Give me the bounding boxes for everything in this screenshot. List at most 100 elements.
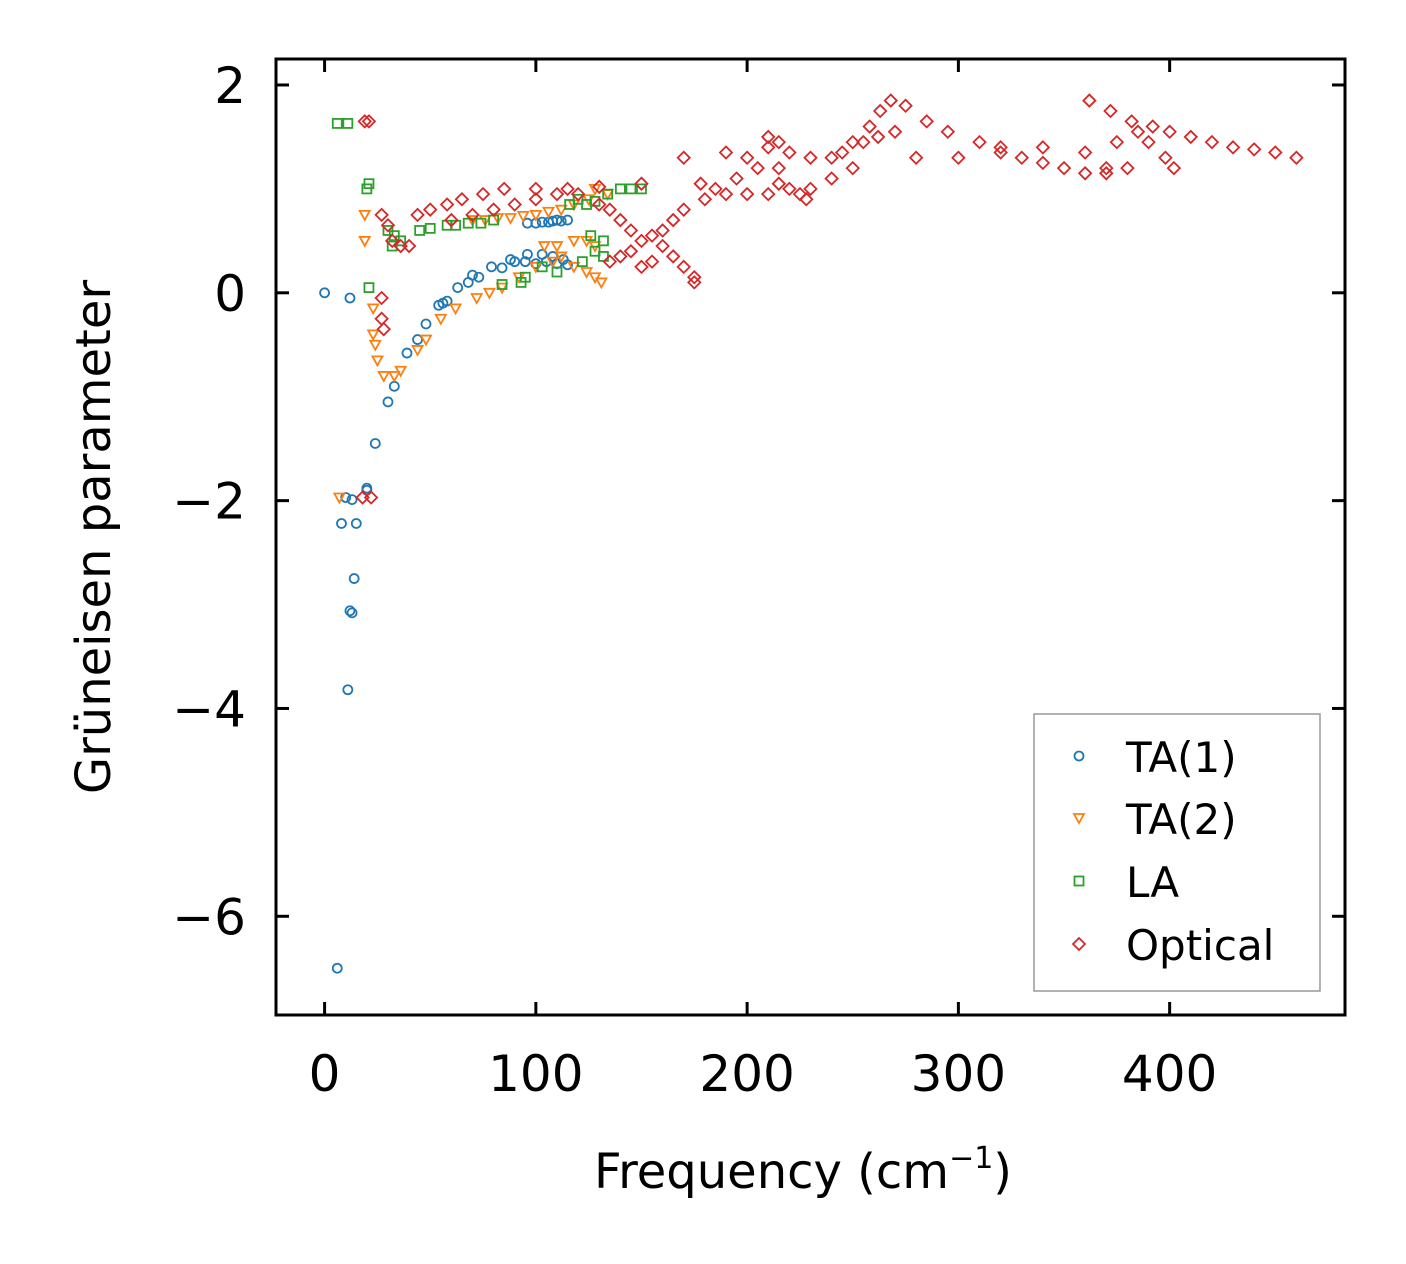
data-point: [536, 261, 548, 273]
data-point: [374, 207, 389, 223]
data-point: [467, 269, 478, 281]
data-point: [470, 293, 484, 305]
data-point: [1035, 140, 1051, 155]
legend-marker-la: [1073, 875, 1085, 887]
data-point: [368, 339, 382, 352]
data-point: [1014, 150, 1030, 165]
data-point: [598, 235, 609, 247]
data-point: [475, 217, 487, 229]
data-point: [1289, 150, 1304, 165]
data-point: [516, 211, 530, 223]
data-point: [613, 249, 628, 264]
data-point: [594, 277, 608, 290]
data-point: [1077, 166, 1093, 181]
data-point: [883, 93, 899, 108]
legend: TA(1) TA(2) LA Optical: [1033, 713, 1321, 992]
data-point: [1162, 124, 1177, 140]
data-point: [346, 494, 358, 505]
data-point: [634, 233, 649, 249]
x-axis-label: Frequency (cm−1): [594, 1141, 1012, 1200]
data-point: [1268, 145, 1283, 160]
data-point: [1166, 160, 1182, 176]
data-point: [496, 279, 508, 290]
data-point: [411, 345, 425, 357]
y-tick-label: 0: [214, 265, 246, 323]
data-point: [591, 179, 607, 195]
data-point: [486, 202, 501, 217]
data-point: [824, 150, 839, 165]
data-point: [1183, 129, 1199, 145]
data-point: [708, 181, 723, 197]
data-point: [542, 206, 556, 219]
data-point: [1145, 119, 1161, 134]
data-point: [496, 262, 508, 274]
data-point: [602, 202, 618, 217]
data-point: [486, 261, 497, 273]
data-point: [551, 266, 563, 278]
data-point: [424, 222, 436, 234]
x-tick-label: 400: [1122, 1045, 1217, 1103]
data-point: [529, 209, 543, 222]
data-point: [919, 114, 934, 129]
data-point: [382, 396, 394, 408]
data-point: [422, 202, 438, 217]
data-point: [760, 129, 776, 145]
data-point: [1077, 145, 1093, 160]
data-point: [567, 235, 581, 248]
data-point: [908, 150, 924, 165]
data-point: [739, 186, 755, 202]
data-point: [602, 188, 614, 200]
data-point: [522, 248, 533, 260]
data-point: [729, 171, 744, 186]
data-point: [834, 145, 850, 160]
legend-marker-ta-2-: [1072, 813, 1086, 825]
data-point: [363, 490, 379, 505]
data-point: [845, 134, 861, 150]
data-point: [414, 225, 426, 236]
y-tick-label: −6: [172, 888, 246, 946]
x-tick-label: 200: [699, 1045, 794, 1103]
data-point: [591, 197, 607, 212]
data-point: [872, 103, 888, 119]
data-point: [803, 181, 818, 197]
data-point: [439, 197, 455, 212]
data-point: [940, 124, 956, 140]
data-point: [862, 119, 877, 134]
data-point: [845, 160, 861, 176]
data-point: [771, 160, 787, 176]
series-optical: [355, 93, 1304, 505]
data-point: [803, 150, 818, 165]
data-point: [376, 321, 392, 337]
data-point: [771, 176, 787, 191]
data-point: [623, 243, 639, 259]
data-point: [482, 287, 496, 300]
data-point: [465, 215, 480, 227]
data-point: [503, 213, 518, 225]
data-point: [388, 380, 400, 392]
data-point: [342, 118, 354, 129]
data-point: [562, 214, 573, 226]
data-point: [655, 238, 670, 254]
y-tick-label: −4: [172, 680, 246, 738]
data-point: [1120, 160, 1135, 176]
data-point: [496, 181, 512, 197]
data-point: [377, 371, 391, 383]
data-point: [718, 186, 734, 202]
data-point: [1035, 155, 1051, 171]
data-point: [602, 254, 618, 269]
data-point: [792, 186, 808, 202]
data-point: [634, 176, 649, 191]
x-tick-label: 300: [911, 1045, 1006, 1103]
data-point: [1246, 142, 1262, 157]
data-point: [898, 98, 913, 114]
series-ta-2-: [332, 183, 615, 505]
axis-ticks: [276, 59, 1345, 1015]
data-point: [332, 492, 346, 505]
data-point: [687, 275, 702, 290]
data-point: [623, 223, 639, 238]
data-point: [576, 256, 588, 268]
legend-label-ta1: TA(1): [1125, 733, 1237, 782]
data-point: [1204, 134, 1220, 150]
data-point: [507, 197, 523, 212]
data-point: [549, 186, 565, 202]
